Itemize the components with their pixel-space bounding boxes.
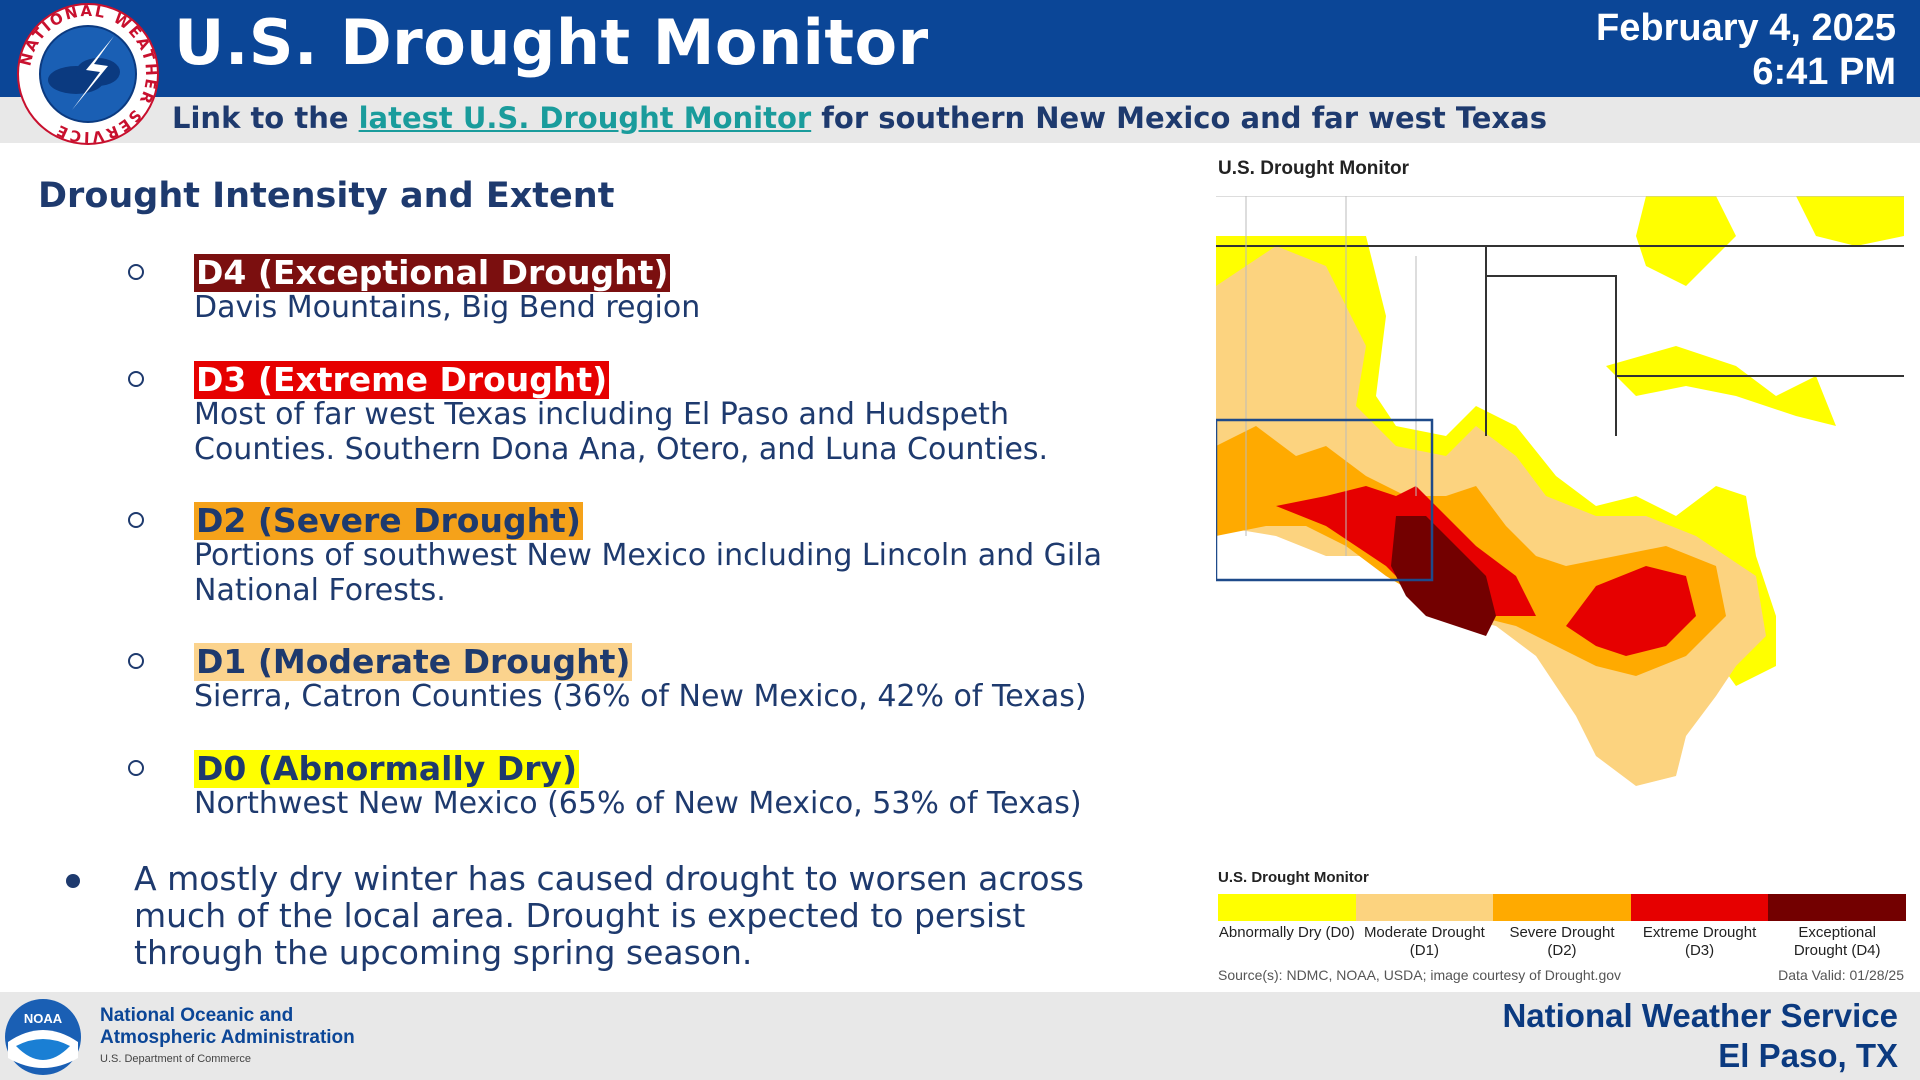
- header-bar: U.S. Drought Monitor February 4, 2025 6:…: [0, 0, 1920, 97]
- legend-label: Abnormally Dry (D0): [1218, 924, 1355, 941]
- drought-monitor-link[interactable]: latest U.S. Drought Monitor: [358, 101, 812, 135]
- legend-swatch: [1493, 894, 1631, 921]
- time-text: 6:41 PM: [1752, 51, 1896, 93]
- legend-label: Moderate Drought (D1): [1363, 924, 1485, 959]
- page-title: U.S. Drought Monitor: [174, 6, 929, 79]
- summary-line: much of the local area. Drought is expec…: [134, 896, 1026, 935]
- desc-line: Sierra, Catron Counties (36% of New Mexi…: [194, 679, 1087, 714]
- category-label: D2 (Severe Drought): [194, 501, 583, 540]
- nws-logo-icon: NATIONAL WEATHER SERVICE: [16, 2, 159, 146]
- category-label: D0 (Abnormally Dry): [194, 749, 580, 788]
- map-source: Source(s): NDMC, NOAA, USDA; image court…: [1218, 967, 1622, 983]
- category-label: D3 (Extreme Drought): [194, 360, 610, 399]
- link-bar-text: Link to the latest U.S. Drought Monitor …: [172, 101, 1547, 135]
- legend-item-d4: Exceptional Drought (D4): [1768, 894, 1906, 960]
- data-valid-date: Data Valid: 01/28/25: [1778, 967, 1904, 983]
- svg-text:NOAA: NOAA: [24, 1011, 63, 1026]
- link-bar: Link to the latest U.S. Drought Monitor …: [0, 97, 1920, 143]
- map-legend: Abnormally Dry (D0) Moderate Drought (D1)…: [1218, 894, 1906, 960]
- focus-area-outline: [1216, 418, 1434, 582]
- legend-title: U.S. Drought Monitor: [1218, 869, 1369, 886]
- noaa-line1: National Oceanic and: [100, 1005, 294, 1026]
- summary-line: A mostly dry winter has caused drought t…: [134, 859, 1084, 898]
- d0-band: [1606, 346, 1836, 426]
- circle-bullet-icon: [128, 653, 144, 669]
- legend-item-d0: Abnormally Dry (D0): [1218, 894, 1356, 960]
- category-desc: Davis Mountains, Big Bend region: [194, 290, 1124, 325]
- office-line2: El Paso, TX: [1718, 1037, 1898, 1074]
- desc-line: National Forests.: [194, 573, 446, 608]
- office-line1: National Weather Service: [1502, 997, 1898, 1034]
- d4-region: [1391, 516, 1496, 636]
- legend-label: Extreme Drought (D3): [1642, 924, 1757, 959]
- legend-swatch: [1355, 894, 1494, 921]
- category-desc: Northwest New Mexico (65% of New Mexico,…: [194, 786, 1124, 821]
- legend-item-d2: Severe Drought (D2): [1493, 894, 1631, 960]
- desc-line: Northwest New Mexico (65% of New Mexico,…: [194, 786, 1082, 821]
- circle-bullet-icon: [128, 760, 144, 776]
- summary-line: through the upcoming spring season.: [134, 933, 753, 972]
- noaa-line2: Atmospheric Administration: [100, 1027, 355, 1048]
- desc-line: Counties. Southern Dona Ana, Otero, and …: [194, 432, 1049, 467]
- noaa-line3: U.S. Department of Commerce: [100, 1053, 251, 1065]
- link-prefix: Link to the: [172, 101, 359, 135]
- legend-label: Exceptional Drought (D4): [1793, 924, 1881, 959]
- footer-bar: [0, 992, 1920, 1080]
- d3-region-central: [1566, 566, 1696, 656]
- legend-swatch: [1218, 894, 1356, 921]
- nws-office: National Weather Service El Paso, TX: [1502, 996, 1898, 1076]
- category-desc: Sierra, Catron Counties (36% of New Mexi…: [194, 679, 1124, 714]
- legend-swatch: [1630, 894, 1769, 921]
- d0-region-north: [1636, 196, 1736, 286]
- date-text: February 4, 2025: [1596, 7, 1896, 49]
- map-title: U.S. Drought Monitor: [1218, 158, 1410, 179]
- circle-bullet-icon: [128, 264, 144, 280]
- legend-label: Severe Drought (D2): [1509, 924, 1615, 959]
- circle-bullet-icon: [128, 512, 144, 528]
- drought-map: [1216, 196, 1904, 796]
- desc-line: Portions of southwest New Mexico includi…: [194, 538, 1102, 573]
- noaa-text: National Oceanic and Atmospheric Adminis…: [100, 1005, 355, 1065]
- category-desc: Most of far west Texas including El Paso…: [194, 397, 1124, 467]
- category-desc: Portions of southwest New Mexico includi…: [194, 538, 1124, 608]
- category-label: D1 (Moderate Drought): [194, 642, 633, 681]
- legend-swatch: [1768, 894, 1906, 921]
- noaa-logo-icon: NOAA: [5, 999, 81, 1075]
- legend-item-d3: Extreme Drought (D3): [1630, 894, 1769, 960]
- section-title: Drought Intensity and Extent: [38, 176, 615, 216]
- legend-item-d1: Moderate Drought (D1): [1355, 894, 1494, 960]
- d0-region-ne: [1796, 196, 1904, 246]
- category-label: D4 (Exceptional Drought): [194, 253, 671, 292]
- summary-text: A mostly dry winter has caused drought t…: [134, 860, 1114, 971]
- link-suffix: for southern New Mexico and far west Tex…: [811, 101, 1547, 135]
- state-boundaries: [1216, 245, 1904, 436]
- datetime: February 4, 2025 6:41 PM: [1596, 6, 1896, 94]
- desc-line: Davis Mountains, Big Bend region: [194, 290, 701, 325]
- desc-line: Most of far west Texas including El Paso…: [194, 397, 1009, 432]
- county-lines: [1216, 196, 1904, 556]
- bullet-dot-icon: [66, 874, 80, 888]
- circle-bullet-icon: [128, 371, 144, 387]
